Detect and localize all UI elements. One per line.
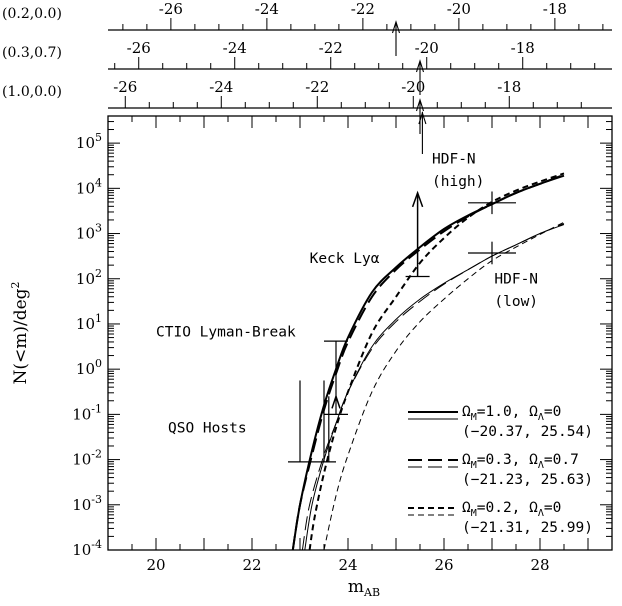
x-tick-label: 22 (242, 556, 261, 574)
model-curve-longdash-thick (291, 173, 565, 551)
y-tick-label: 102 (76, 267, 102, 288)
top-axis-tick-label: -18 (497, 78, 521, 96)
annotation-label: HDF-N (432, 151, 476, 167)
model-curves (291, 172, 565, 551)
data-point (288, 380, 312, 463)
plot-border (107, 115, 613, 551)
top-arrow-head (418, 111, 427, 125)
model-curve-solid-thick (291, 174, 565, 551)
legend-entry: ΩM=1.0, ΩΛ=0(−20.37, 25.54) (408, 404, 593, 440)
annotation-label: CTIO Lyman-Break (156, 325, 296, 341)
data-point (468, 241, 516, 265)
x-tick-label: 28 (530, 556, 549, 574)
legend-label: ΩM=1.0, ΩΛ=0 (462, 404, 561, 423)
top-axis-tick-label: -26 (127, 39, 151, 57)
annotation-label: (high) (432, 174, 484, 190)
annotation-label: Keck Lyα (310, 251, 380, 267)
y-tick-label: 101 (76, 312, 102, 333)
lower-limit-arrowhead (411, 190, 424, 208)
x-tick-label: 26 (434, 556, 453, 574)
top-axis-tick-label: -24 (255, 0, 279, 18)
annotation-label: HDF-N (494, 271, 538, 287)
top-axis-tick-label: -18 (511, 39, 535, 57)
y-tick-label: 105 (76, 131, 102, 152)
model-curve-longdash-thin (301, 223, 565, 551)
y-tick-label: 100 (76, 357, 102, 378)
top-axis-tick-label: -22 (305, 78, 329, 96)
y-tick-label: 104 (76, 176, 102, 197)
top-axis-label: (0.2,0.0) (2, 6, 62, 22)
legend-entry: ΩM=0.2, ΩΛ=0(−21.31, 25.99) (408, 500, 593, 536)
y-tick-label: 103 (76, 222, 102, 243)
top-axis-tick-label: -20 (447, 0, 471, 18)
top-axis: (1.0,0.0) -26 -24 -22 -20 -18 (2, 78, 612, 134)
top-axis-tick-label: -26 (113, 78, 137, 96)
plot-frame: 20 22 24 26 28 10-4 10-3 10-2 10-1 100 101 102 103 10… (9, 115, 613, 599)
top-axis-tick-label: -26 (159, 0, 183, 18)
x-axis-title: mAB (348, 577, 380, 599)
y-tick-label: 10-1 (72, 402, 102, 423)
mstar-arrow-head (415, 98, 425, 112)
x-tick-label: 20 (146, 556, 165, 574)
top-axis-tick-label: -20 (401, 78, 425, 96)
data-point (324, 340, 348, 415)
data-point (312, 380, 336, 463)
observed-data-points (288, 111, 516, 463)
annotations: HDF-N (high) Keck Lyα HDF-N (low) CTIO Lyman-… (156, 151, 538, 436)
top-axis: (0.2,0.0) -26 -24 -22 -20 -18 (2, 0, 612, 56)
top-axis-tick-label: -20 (415, 39, 439, 57)
y-tick-label: 10-2 (72, 448, 102, 469)
top-axis-tick-label: -22 (351, 0, 375, 18)
y-tick-label: 10-3 (72, 493, 102, 514)
y-tick-label: 10-4 (72, 538, 102, 559)
model-curve-shortdash-thin (323, 221, 565, 551)
top-axis-label: (1.0,0.0) (2, 84, 62, 100)
top-axis-tick-label: -24 (223, 39, 247, 57)
data-point (405, 190, 430, 278)
top-axis: (0.3,0.7) -26 -24 -22 -20 -18 (2, 39, 612, 95)
mstar-arrow-head (391, 20, 401, 34)
legend-values: (−21.31, 25.99) (462, 520, 593, 536)
legend-values: (−20.37, 25.54) (462, 424, 593, 440)
mstar-arrow-head (415, 59, 425, 73)
legend-values: (−21.23, 25.63) (462, 472, 593, 488)
annotation-label: (low) (494, 294, 538, 310)
legend-label: ΩM=0.3, ΩΛ=0.7 (462, 452, 579, 471)
legend: ΩM=1.0, ΩΛ=0(−20.37, 25.54) ΩM=0.3, ΩΛ=0.… (408, 404, 593, 536)
top-axis-label: (0.3,0.7) (2, 45, 62, 61)
top-axis-tick-label: -22 (319, 39, 343, 57)
top-absolute-magnitude-axes: (0.2,0.0) -26 -24 -22 -20 -18 (0.3,0.7) -26 -24 -… (2, 0, 612, 134)
y-axis-title: N(<m)/deg2 (9, 281, 31, 384)
annotation-label: QSO Hosts (168, 420, 247, 436)
x-tick-label: 24 (338, 556, 357, 574)
top-axis-tick-label: -18 (543, 0, 567, 18)
legend-entry: ΩM=0.3, ΩΛ=0.7(−21.23, 25.63) (408, 452, 593, 488)
data-point (468, 191, 516, 215)
legend-label: ΩM=0.2, ΩΛ=0 (462, 500, 561, 519)
top-axis-tick-label: -24 (209, 78, 233, 96)
ctio-arrowhead (331, 394, 341, 409)
model-curve-shortdash-thick (308, 172, 565, 551)
